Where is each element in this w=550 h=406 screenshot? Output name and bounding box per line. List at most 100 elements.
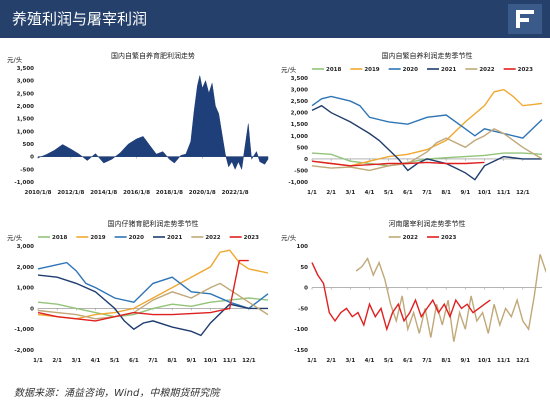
y-tick-label: 1,000 (291, 134, 309, 140)
y-tick-label: 3,000 (17, 79, 35, 85)
x-tick-label: 8/1 (167, 358, 177, 364)
x-tick-label: 12/1 (242, 358, 256, 364)
y-tick-label: 1,500 (291, 122, 309, 128)
legend-label-2021: 2021 (167, 235, 182, 241)
data-source-note: 数据来源：涌益咨询，Wind，中粮期货研究院 (14, 388, 220, 399)
y-tick-label: 0 (30, 306, 34, 312)
y-axis-unit: 元/头 (281, 65, 297, 74)
y-tick-label: -1,000 (14, 327, 34, 333)
legend-label-2020: 2020 (129, 235, 144, 241)
x-tick-label: 11/1 (223, 358, 237, 364)
series-line-2023 (37, 259, 249, 322)
y-tick-label: 3,000 (17, 244, 35, 250)
x-tick-label: 4/1 (91, 358, 101, 364)
x-tick-label: 4/1 (365, 358, 375, 364)
y-tick-label: 3,000 (291, 88, 309, 94)
page-title: 养殖利润与屠宰利润 (12, 10, 148, 28)
x-tick-label: 3/1 (345, 358, 355, 364)
y-tick-label: 100 (297, 244, 309, 250)
x-tick-label: 2012/1/8 (57, 190, 84, 196)
y-tick-label: -1,000 (14, 180, 34, 186)
series-line-2023 (311, 160, 485, 167)
x-tick-label: 10/1 (204, 358, 218, 364)
x-tick-label: 1/1 (307, 358, 317, 364)
y-tick-label: 50 (300, 265, 308, 271)
x-tick-label: 2016/1/8 (123, 190, 150, 196)
x-tick-label: 4/1 (365, 190, 375, 196)
x-tick-label: 8/1 (441, 190, 451, 196)
x-tick-label: 7/1 (148, 358, 158, 364)
x-tick-label: 10/1 (478, 190, 492, 196)
series-line-2020 (311, 95, 543, 139)
x-tick-label: 9/1 (186, 358, 196, 364)
x-tick-label: 3/1 (345, 190, 355, 196)
x-tick-label: 11/1 (497, 190, 511, 196)
x-tick-label: 2010/1/8 (25, 190, 52, 196)
legend-label-2019: 2019 (364, 67, 379, 73)
x-tick-label: 9/1 (460, 190, 470, 196)
x-tick-label: 12/1 (516, 358, 530, 364)
y-tick-label: -150 (294, 348, 308, 354)
y-tick-label: 2,000 (17, 265, 35, 271)
x-tick-label: 5/1 (384, 358, 394, 364)
x-tick-label: 1/1 (33, 358, 43, 364)
x-tick-label: 2/1 (52, 358, 62, 364)
x-tick-label: 7/1 (422, 358, 432, 364)
legend-label-2019: 2019 (90, 235, 105, 241)
series-line-2020 (37, 261, 269, 310)
y-tick-label: -500 (20, 167, 34, 173)
x-tick-label: 6/1 (403, 358, 413, 364)
series-line-2019 (311, 88, 543, 167)
series-line-2022 (355, 254, 546, 342)
x-tick-label: 2018/1/8 (156, 190, 183, 196)
x-tick-label: 2022/1/8 (222, 190, 249, 196)
x-tick-label: 2020/1/8 (189, 190, 216, 196)
x-tick-label: 12/1 (516, 190, 530, 196)
legend-label-2023: 2023 (441, 235, 456, 241)
y-axis-unit: 元/头 (7, 55, 23, 64)
y-tick-label: -100 (294, 327, 308, 333)
x-tick-label: 7/1 (422, 190, 432, 196)
y-tick-label: 2,500 (17, 91, 35, 97)
series-line-2022 (311, 127, 543, 172)
y-tick-label: 3,500 (17, 66, 35, 72)
x-tick-label: 11/1 (497, 358, 511, 364)
y-tick-label: 2,000 (17, 104, 35, 110)
header-bar: 养殖利润与屠宰利润 (0, 0, 550, 38)
legend-label-2022: 2022 (205, 235, 220, 241)
y-axis-unit: 元/头 (281, 233, 297, 242)
y-tick-label: 0 (304, 286, 308, 292)
y-tick-label: 3,500 (291, 76, 309, 82)
x-tick-label: 6/1 (403, 190, 413, 196)
chart-breeding-profit: 国内自繁自养育肥利润走势 元/头 -1,000 -500 0 500 1,000 1,500 2… (7, 51, 269, 196)
x-tick-label: 9/1 (460, 358, 470, 364)
y-tick-label: -2,000 (14, 348, 34, 354)
y-tick-label: 2,000 (291, 111, 309, 117)
y-tick-label: 0 (30, 155, 34, 161)
chart-title: 国内仔猪育肥利润走势季节性 (108, 219, 199, 228)
x-tick-label: 1/1 (307, 190, 317, 196)
chart-title: 国内自繁自养利润走势季节性 (382, 51, 473, 60)
legend-label-2021: 2021 (441, 67, 456, 73)
chart-title: 河南屠宰利润走势季节性 (389, 219, 466, 228)
x-tick-label: 5/1 (110, 358, 120, 364)
company-logo (508, 4, 542, 34)
y-tick-label: -500 (294, 168, 308, 174)
chart-title: 国内自繁自养育肥利润走势 (111, 51, 195, 60)
legend-label-2022: 2022 (479, 67, 494, 73)
y-tick-label: 2,500 (291, 99, 309, 105)
x-tick-label: 5/1 (384, 190, 394, 196)
x-tick-label: 6/1 (129, 358, 139, 364)
y-axis-unit: 元/头 (7, 233, 23, 242)
series-line-2022 (37, 282, 269, 320)
x-tick-label: 2014/1/8 (90, 190, 117, 196)
series-line-2019 (37, 249, 269, 320)
legend-label-2018: 2018 (326, 67, 341, 73)
x-tick-label: 2/1 (326, 190, 336, 196)
legend-label-2023: 2023 (244, 235, 259, 241)
x-tick-label: 3/1 (71, 358, 81, 364)
x-tick-label: 10/1 (478, 358, 492, 364)
